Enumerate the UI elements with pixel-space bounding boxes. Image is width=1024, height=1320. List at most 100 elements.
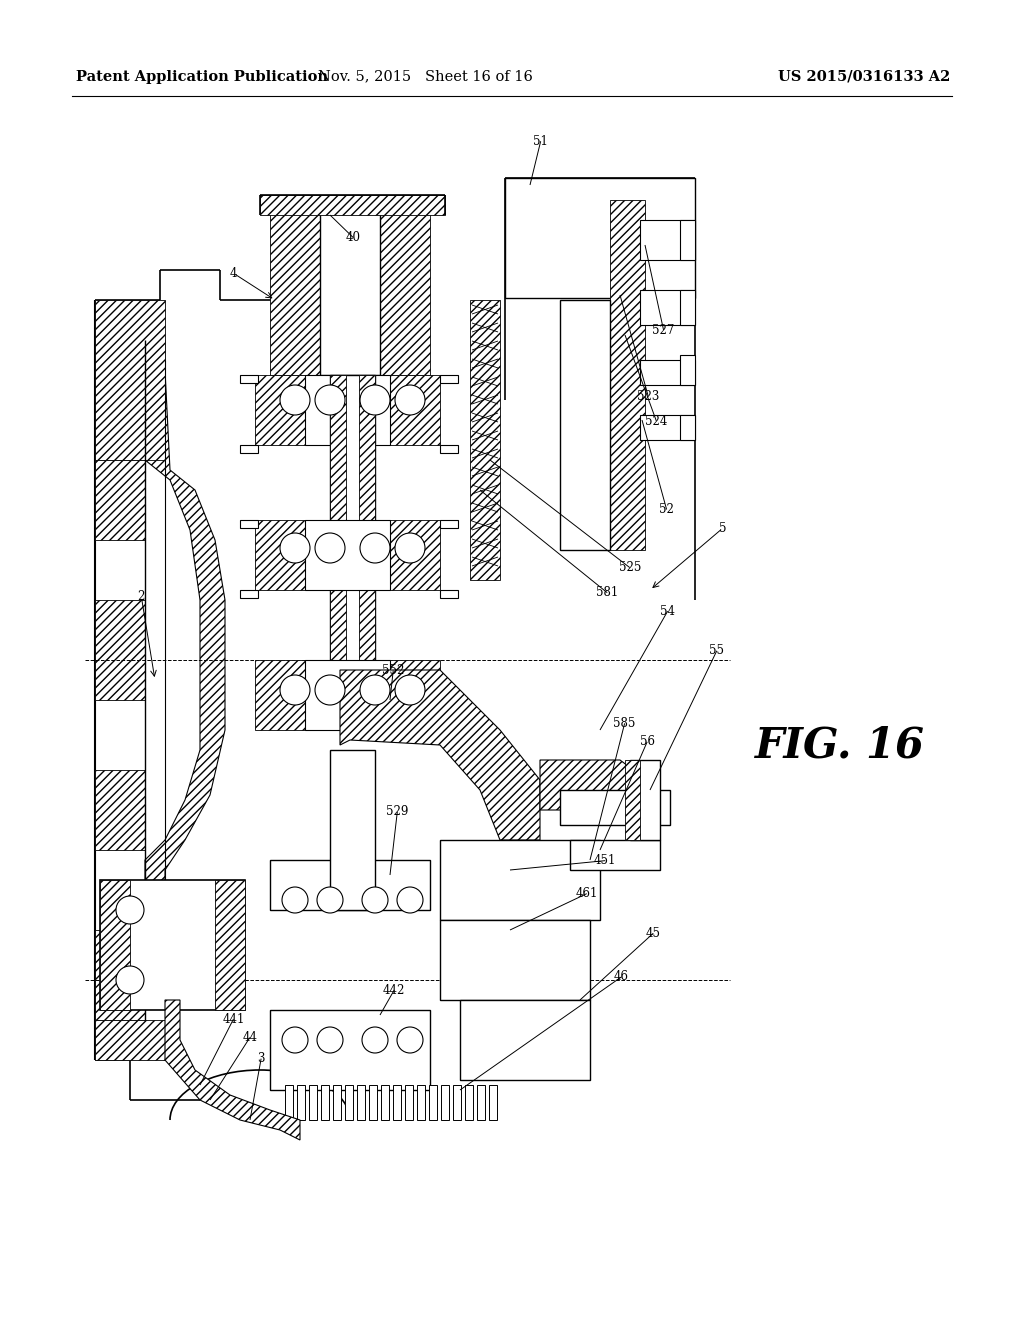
Text: 52: 52 bbox=[659, 503, 674, 516]
Bar bbox=[270, 861, 430, 909]
Bar bbox=[530, 840, 600, 920]
Bar bbox=[505, 178, 555, 298]
Bar bbox=[330, 375, 375, 675]
Circle shape bbox=[395, 675, 425, 705]
Bar bbox=[369, 1085, 377, 1119]
Circle shape bbox=[360, 675, 390, 705]
Bar bbox=[560, 789, 640, 825]
Circle shape bbox=[360, 385, 390, 414]
Bar bbox=[600, 840, 660, 870]
Bar bbox=[305, 660, 390, 730]
Bar bbox=[240, 520, 258, 528]
Bar bbox=[380, 1010, 430, 1090]
Text: 523: 523 bbox=[637, 389, 659, 403]
Text: 51: 51 bbox=[534, 135, 548, 148]
Text: 461: 461 bbox=[575, 887, 598, 900]
Text: 552: 552 bbox=[382, 664, 404, 677]
Text: 54: 54 bbox=[660, 605, 675, 618]
Bar bbox=[406, 1085, 413, 1119]
Bar bbox=[255, 660, 305, 730]
Bar bbox=[381, 1085, 389, 1119]
Bar bbox=[640, 360, 695, 385]
Bar bbox=[640, 414, 695, 440]
Bar bbox=[640, 290, 695, 325]
Circle shape bbox=[282, 887, 308, 913]
Bar bbox=[270, 1010, 319, 1090]
Bar bbox=[359, 375, 375, 675]
Bar bbox=[319, 210, 380, 375]
Bar bbox=[95, 931, 145, 1020]
Bar bbox=[489, 1085, 497, 1119]
Bar bbox=[309, 1085, 317, 1119]
Bar bbox=[470, 300, 500, 579]
Text: 585: 585 bbox=[613, 717, 636, 730]
Text: 529: 529 bbox=[386, 805, 409, 818]
Bar bbox=[440, 445, 458, 453]
Circle shape bbox=[362, 887, 388, 913]
Text: FIG. 16: FIG. 16 bbox=[755, 725, 925, 767]
Bar bbox=[530, 920, 590, 1001]
Bar bbox=[417, 1085, 425, 1119]
Bar bbox=[240, 590, 258, 598]
Bar bbox=[321, 1085, 329, 1119]
Bar bbox=[465, 1085, 473, 1119]
Text: 45: 45 bbox=[646, 927, 660, 940]
Text: 451: 451 bbox=[594, 854, 616, 867]
Circle shape bbox=[315, 675, 345, 705]
Text: 40: 40 bbox=[346, 231, 360, 244]
Bar bbox=[270, 861, 330, 909]
Circle shape bbox=[116, 966, 144, 994]
Text: Nov. 5, 2015   Sheet 16 of 16: Nov. 5, 2015 Sheet 16 of 16 bbox=[317, 70, 532, 83]
Bar bbox=[305, 520, 390, 590]
Bar bbox=[560, 300, 610, 550]
Polygon shape bbox=[145, 341, 225, 1001]
Text: 441: 441 bbox=[222, 1012, 245, 1026]
Bar bbox=[100, 880, 130, 1010]
Bar bbox=[390, 375, 440, 445]
Text: 2: 2 bbox=[137, 590, 145, 603]
Bar bbox=[393, 1085, 401, 1119]
Bar bbox=[390, 520, 440, 590]
Bar bbox=[297, 1085, 305, 1119]
Text: Patent Application Publication: Patent Application Publication bbox=[76, 70, 328, 83]
Circle shape bbox=[360, 533, 390, 564]
Bar bbox=[240, 375, 258, 383]
Bar bbox=[260, 195, 445, 215]
Bar bbox=[333, 1085, 341, 1119]
Circle shape bbox=[280, 675, 310, 705]
Bar bbox=[380, 210, 430, 375]
Bar bbox=[255, 520, 305, 590]
Bar bbox=[357, 1085, 365, 1119]
Circle shape bbox=[282, 1027, 308, 1053]
Bar bbox=[440, 375, 458, 383]
Text: 4: 4 bbox=[229, 267, 238, 280]
Polygon shape bbox=[540, 760, 660, 820]
Bar bbox=[345, 1085, 353, 1119]
Bar bbox=[630, 760, 660, 840]
Bar bbox=[95, 300, 165, 459]
Text: 44: 44 bbox=[243, 1031, 257, 1044]
Polygon shape bbox=[340, 671, 540, 840]
Bar bbox=[570, 840, 660, 870]
Circle shape bbox=[317, 887, 343, 913]
Circle shape bbox=[315, 385, 345, 414]
Bar bbox=[440, 920, 500, 1001]
Bar bbox=[640, 220, 695, 260]
Bar bbox=[95, 459, 145, 540]
Text: 581: 581 bbox=[596, 586, 618, 599]
Bar bbox=[540, 1001, 590, 1080]
Text: 527: 527 bbox=[652, 323, 675, 337]
Text: 56: 56 bbox=[640, 735, 654, 748]
Bar bbox=[680, 414, 695, 440]
Circle shape bbox=[315, 533, 345, 564]
Bar bbox=[460, 1001, 510, 1080]
Bar bbox=[215, 880, 245, 1010]
Text: 5: 5 bbox=[719, 521, 727, 535]
Bar bbox=[460, 1001, 590, 1080]
Bar bbox=[441, 1085, 449, 1119]
Bar bbox=[429, 1085, 437, 1119]
Bar bbox=[270, 210, 319, 375]
Bar bbox=[95, 1020, 165, 1060]
Circle shape bbox=[280, 385, 310, 414]
Text: 55: 55 bbox=[710, 644, 724, 657]
